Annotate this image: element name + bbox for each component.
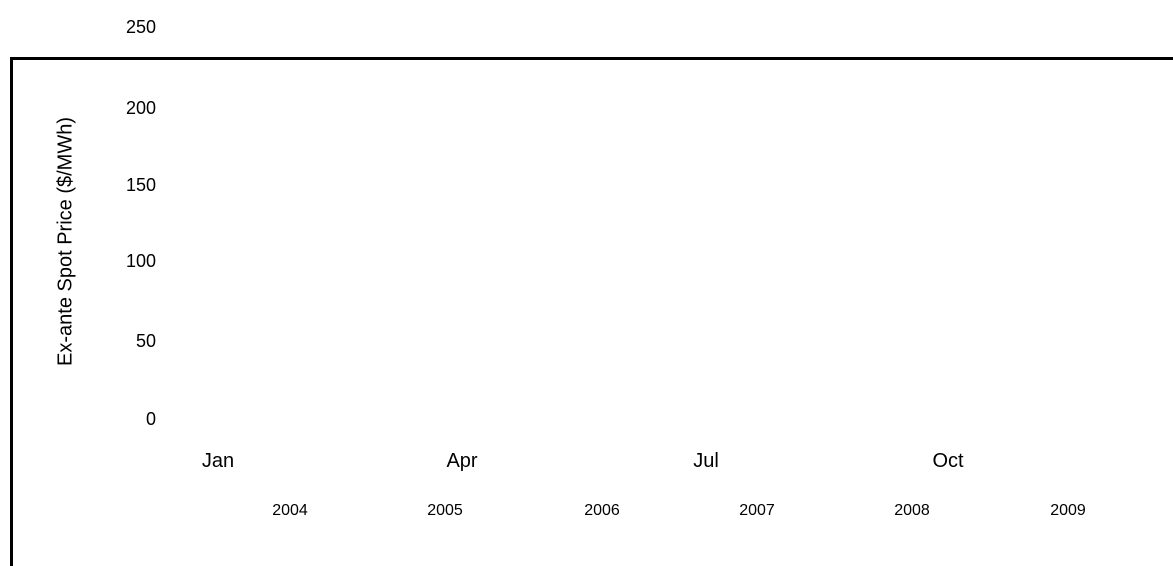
y-tick-label: 250: [125, 17, 156, 37]
y-tick-label: 50: [135, 331, 156, 351]
x-year-tick-label: 2005: [427, 502, 463, 519]
x-month-tick-label: Oct: [932, 450, 964, 472]
x-month-tick-label: Apr: [446, 450, 478, 472]
x-year-tick-label: 2007: [739, 502, 775, 519]
x-year-tick-label: 2006: [584, 502, 620, 519]
x-year-tick-label: 2008: [894, 502, 930, 519]
x-year-tick-label: 2009: [1050, 502, 1086, 519]
y-tick-label: 100: [125, 251, 156, 271]
y-tick-label: 200: [125, 98, 156, 118]
y-axis-label: Ex-ante Spot Price ($/MWh): [54, 117, 77, 366]
x-month-tick-label: Jan: [201, 450, 235, 472]
y-tick-label: 0: [145, 409, 156, 429]
x-month-tick-label: Jul: [693, 450, 719, 472]
chart-frame-left-border: [10, 57, 13, 566]
y-tick-label: 150: [125, 175, 156, 195]
x-year-tick-label: 2004: [272, 502, 308, 519]
chart-frame-top-border: [10, 57, 1173, 60]
